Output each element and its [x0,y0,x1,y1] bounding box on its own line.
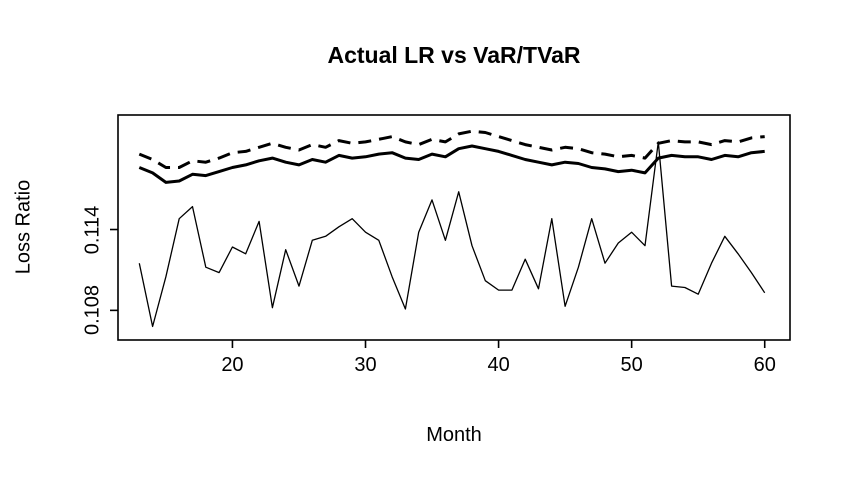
y-tick-label: 0.108 [81,285,104,336]
actual-lr-line [138,141,766,328]
x-tick-label: 20 [221,354,244,376]
tvar-line [138,129,765,169]
var-line [138,144,765,184]
x-axis-label: Month [426,424,482,446]
plot-box [117,114,791,341]
x-tick-label: 30 [354,354,377,376]
chart-title: Actual LR vs VaR/TVaR [327,42,581,68]
y-axis-label: Loss Ratio [12,179,35,275]
x-tick-label: 60 [753,354,776,376]
y-tick-label: 0.114 [81,205,104,254]
x-tick-label: 50 [620,354,643,376]
x-tick-label: 40 [487,354,510,376]
